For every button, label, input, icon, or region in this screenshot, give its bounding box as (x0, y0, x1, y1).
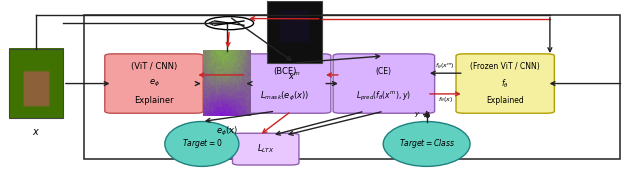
Text: (Frozen ViT / CNN): (Frozen ViT / CNN) (470, 62, 540, 72)
Text: (BCE): (BCE) (273, 67, 296, 76)
Text: $e_\phi$: $e_\phi$ (148, 78, 159, 89)
Text: (ViT / CNN): (ViT / CNN) (131, 62, 177, 72)
Text: $L_{LTX}$: $L_{LTX}$ (257, 143, 275, 155)
Text: $L_{mask}(e_\phi(x))$: $L_{mask}(e_\phi(x))$ (260, 89, 310, 102)
FancyBboxPatch shape (333, 54, 435, 113)
Text: Explainer: Explainer (134, 96, 174, 105)
Text: (CE): (CE) (376, 67, 392, 76)
Text: $f_\theta(x^m)$: $f_\theta(x^m)$ (435, 61, 455, 71)
Text: $f_\theta$: $f_\theta$ (501, 77, 509, 90)
Text: $x^m$: $x^m$ (288, 70, 301, 81)
FancyBboxPatch shape (105, 54, 203, 113)
Text: $Target = Class$: $Target = Class$ (399, 137, 455, 151)
Text: $Target = 0$: $Target = 0$ (182, 137, 222, 151)
Text: $y$: $y$ (414, 110, 420, 119)
Text: $L_{pred}(f_\theta(x^m), y)$: $L_{pred}(f_\theta(x^m), y)$ (356, 89, 412, 102)
FancyBboxPatch shape (456, 54, 554, 113)
FancyBboxPatch shape (232, 133, 299, 165)
FancyBboxPatch shape (239, 54, 331, 113)
Text: $x$: $x$ (32, 127, 40, 137)
Text: Explained: Explained (486, 96, 524, 105)
Ellipse shape (383, 121, 470, 166)
Text: $e_\phi(x)$: $e_\phi(x)$ (216, 125, 239, 138)
Ellipse shape (165, 121, 239, 166)
Text: $f_\theta(x)$: $f_\theta(x)$ (438, 95, 453, 104)
Circle shape (205, 17, 253, 30)
